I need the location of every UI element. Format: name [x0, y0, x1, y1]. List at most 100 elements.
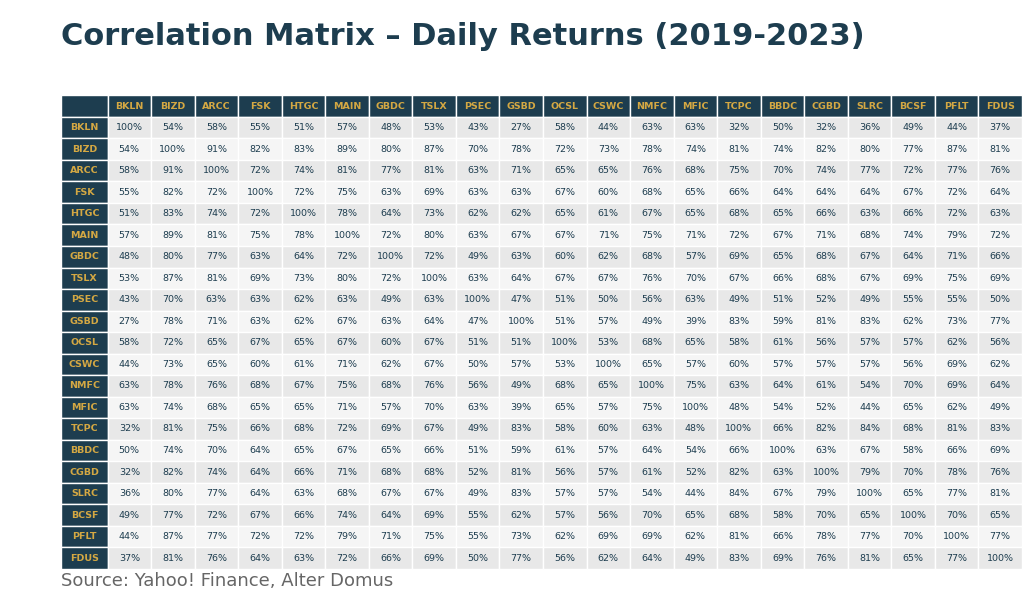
- Text: 67%: 67%: [859, 446, 880, 455]
- Text: 61%: 61%: [293, 360, 314, 369]
- Text: 82%: 82%: [728, 467, 750, 477]
- FancyBboxPatch shape: [587, 397, 630, 418]
- Text: 63%: 63%: [293, 489, 314, 498]
- Text: 64%: 64%: [380, 510, 401, 520]
- Text: 70%: 70%: [902, 467, 924, 477]
- FancyBboxPatch shape: [152, 418, 195, 440]
- FancyBboxPatch shape: [848, 289, 891, 311]
- Text: 82%: 82%: [815, 424, 837, 434]
- Text: 63%: 63%: [511, 188, 531, 197]
- Text: 65%: 65%: [989, 510, 1011, 520]
- FancyBboxPatch shape: [630, 440, 674, 461]
- FancyBboxPatch shape: [587, 224, 630, 246]
- FancyBboxPatch shape: [848, 246, 891, 268]
- Text: 66%: 66%: [815, 209, 837, 218]
- FancyBboxPatch shape: [630, 526, 674, 547]
- Text: 58%: 58%: [772, 510, 793, 520]
- Text: 77%: 77%: [946, 554, 967, 563]
- FancyBboxPatch shape: [239, 504, 282, 526]
- Text: 75%: 75%: [424, 532, 444, 541]
- FancyBboxPatch shape: [413, 547, 456, 569]
- FancyBboxPatch shape: [891, 440, 935, 461]
- Text: 51%: 51%: [467, 338, 488, 347]
- FancyBboxPatch shape: [717, 246, 761, 268]
- Text: 64%: 64%: [293, 252, 314, 261]
- FancyBboxPatch shape: [282, 397, 326, 418]
- FancyBboxPatch shape: [891, 224, 935, 246]
- Text: 69%: 69%: [424, 188, 444, 197]
- Text: 63%: 63%: [119, 381, 140, 391]
- FancyBboxPatch shape: [326, 504, 369, 526]
- Text: 75%: 75%: [641, 403, 663, 412]
- FancyBboxPatch shape: [282, 117, 326, 138]
- Text: FDUS: FDUS: [986, 101, 1015, 111]
- FancyBboxPatch shape: [326, 95, 369, 117]
- FancyBboxPatch shape: [282, 354, 326, 375]
- FancyBboxPatch shape: [630, 160, 674, 181]
- Text: 100%: 100%: [464, 295, 492, 304]
- FancyBboxPatch shape: [587, 483, 630, 504]
- Text: 76%: 76%: [206, 381, 227, 391]
- Text: 70%: 70%: [685, 274, 706, 283]
- Text: 57%: 57%: [902, 338, 924, 347]
- FancyBboxPatch shape: [152, 332, 195, 354]
- Text: 62%: 62%: [467, 209, 488, 218]
- Text: 66%: 66%: [772, 274, 793, 283]
- FancyBboxPatch shape: [456, 440, 500, 461]
- Text: Source: Yahoo! Finance, Alter Domus: Source: Yahoo! Finance, Alter Domus: [61, 573, 393, 590]
- Text: 69%: 69%: [902, 274, 924, 283]
- FancyBboxPatch shape: [369, 289, 413, 311]
- Text: 62%: 62%: [598, 554, 618, 563]
- Text: 68%: 68%: [859, 231, 880, 240]
- Text: 78%: 78%: [293, 231, 314, 240]
- Text: FSK: FSK: [250, 101, 270, 111]
- Text: 62%: 62%: [989, 360, 1011, 369]
- Text: 61%: 61%: [554, 446, 575, 455]
- FancyBboxPatch shape: [326, 354, 369, 375]
- Text: 57%: 57%: [337, 123, 357, 132]
- FancyBboxPatch shape: [978, 483, 1022, 504]
- FancyBboxPatch shape: [717, 375, 761, 397]
- FancyBboxPatch shape: [500, 289, 543, 311]
- FancyBboxPatch shape: [282, 504, 326, 526]
- Text: 83%: 83%: [728, 554, 750, 563]
- Text: 68%: 68%: [641, 188, 663, 197]
- Text: BKLN: BKLN: [115, 101, 143, 111]
- Text: 51%: 51%: [554, 295, 575, 304]
- FancyBboxPatch shape: [108, 504, 152, 526]
- FancyBboxPatch shape: [761, 504, 804, 526]
- Text: MFIC: MFIC: [682, 101, 709, 111]
- Text: TSLX: TSLX: [71, 274, 98, 283]
- FancyBboxPatch shape: [674, 95, 717, 117]
- FancyBboxPatch shape: [413, 224, 456, 246]
- Text: 73%: 73%: [511, 532, 531, 541]
- FancyBboxPatch shape: [456, 203, 500, 224]
- Text: 54%: 54%: [119, 145, 140, 154]
- Text: PSEC: PSEC: [464, 101, 492, 111]
- Text: 81%: 81%: [859, 554, 880, 563]
- Text: 67%: 67%: [859, 252, 880, 261]
- Text: 63%: 63%: [641, 123, 663, 132]
- FancyBboxPatch shape: [239, 138, 282, 160]
- Text: 58%: 58%: [554, 424, 575, 434]
- FancyBboxPatch shape: [61, 181, 108, 203]
- FancyBboxPatch shape: [500, 397, 543, 418]
- FancyBboxPatch shape: [674, 418, 717, 440]
- Text: 63%: 63%: [337, 295, 357, 304]
- Text: 62%: 62%: [511, 510, 531, 520]
- FancyBboxPatch shape: [848, 418, 891, 440]
- FancyBboxPatch shape: [761, 268, 804, 289]
- Text: 63%: 63%: [467, 274, 488, 283]
- Text: 68%: 68%: [250, 381, 270, 391]
- FancyBboxPatch shape: [674, 547, 717, 569]
- FancyBboxPatch shape: [413, 397, 456, 418]
- Text: 80%: 80%: [859, 145, 880, 154]
- Text: PFLT: PFLT: [944, 101, 969, 111]
- Text: 77%: 77%: [946, 166, 967, 175]
- Text: 62%: 62%: [511, 209, 531, 218]
- FancyBboxPatch shape: [456, 268, 500, 289]
- Text: 72%: 72%: [337, 554, 357, 563]
- Text: 55%: 55%: [119, 188, 140, 197]
- Text: BBDC: BBDC: [768, 101, 797, 111]
- FancyBboxPatch shape: [804, 268, 848, 289]
